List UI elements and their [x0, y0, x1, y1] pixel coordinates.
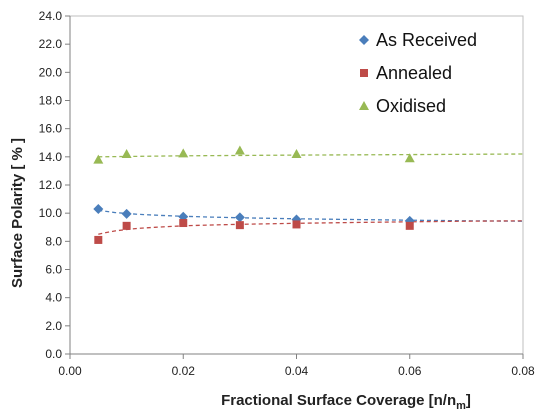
x-tick-label: 0.02 [172, 364, 196, 378]
as-received-point [234, 212, 245, 223]
y-tick-label: 12.0 [39, 178, 63, 192]
y-tick-label: 10.0 [39, 206, 63, 220]
y-tick-label: 22.0 [39, 37, 63, 51]
annealed-point [122, 221, 131, 230]
y-tick-label: 4.0 [45, 291, 62, 305]
x-tick-label: 0.08 [511, 364, 535, 378]
x-axis-title-main: Fractional Surface Coverage [n/n [221, 392, 456, 409]
x-axis-title-subscript: m [456, 400, 466, 412]
annealed-point [94, 235, 103, 244]
annealed-legend-label: Annealed [376, 63, 452, 83]
legend: As Received Annealed Oxidised [359, 30, 477, 116]
oxidised-legend-label: Oxidised [376, 96, 446, 116]
x-tick-label: 0.00 [58, 364, 82, 378]
oxidised-point [178, 148, 189, 158]
y-tick-label: 18.0 [39, 94, 63, 108]
y-tick-label: 2.0 [45, 319, 62, 333]
oxidised-legend-marker [359, 101, 369, 110]
oxidised-point [93, 154, 104, 164]
oxidised-point [291, 149, 302, 159]
x-axis-title: Fractional Surface Coverage [n/nm] [221, 392, 471, 412]
oxidised-point [121, 149, 132, 159]
as-received-legend-marker [359, 35, 369, 45]
y-tick-label: 16.0 [39, 122, 63, 136]
annealed-point [235, 221, 244, 230]
plot-area [69, 15, 524, 355]
as-received-trendline [98, 209, 524, 222]
y-tick-label: 14.0 [39, 150, 63, 164]
y-axis-title: Surface Polarity [ % ] [9, 138, 26, 288]
plot-border [69, 15, 524, 355]
as-received-point [121, 208, 132, 219]
annealed-legend-marker [360, 69, 368, 77]
annealed-trendline [98, 220, 524, 235]
data-markers [93, 145, 415, 244]
as-received-legend-label: As Received [376, 30, 477, 50]
as-received-point [93, 203, 104, 214]
y-tick-label: 0.0 [45, 347, 62, 361]
annealed-point [179, 219, 188, 228]
y-tick-label: 8.0 [45, 234, 62, 248]
y-tick-label: 6.0 [45, 263, 62, 277]
y-tick-label: 24.0 [39, 9, 63, 23]
axes [65, 15, 524, 359]
x-axis-title-end: ] [466, 392, 471, 409]
oxidised-point [234, 145, 245, 155]
annealed-point [292, 220, 301, 229]
oxidised-point [404, 153, 415, 163]
x-tick-label: 0.06 [398, 364, 422, 378]
tick-labels: 0.0 2.0 4.0 6.0 8.0 10.0 12.0 14.0 16.0 18.0 20.0 2… [39, 9, 535, 378]
x-tick-label: 0.04 [285, 364, 309, 378]
y-tick-label: 20.0 [39, 65, 63, 79]
annealed-point [405, 221, 414, 230]
